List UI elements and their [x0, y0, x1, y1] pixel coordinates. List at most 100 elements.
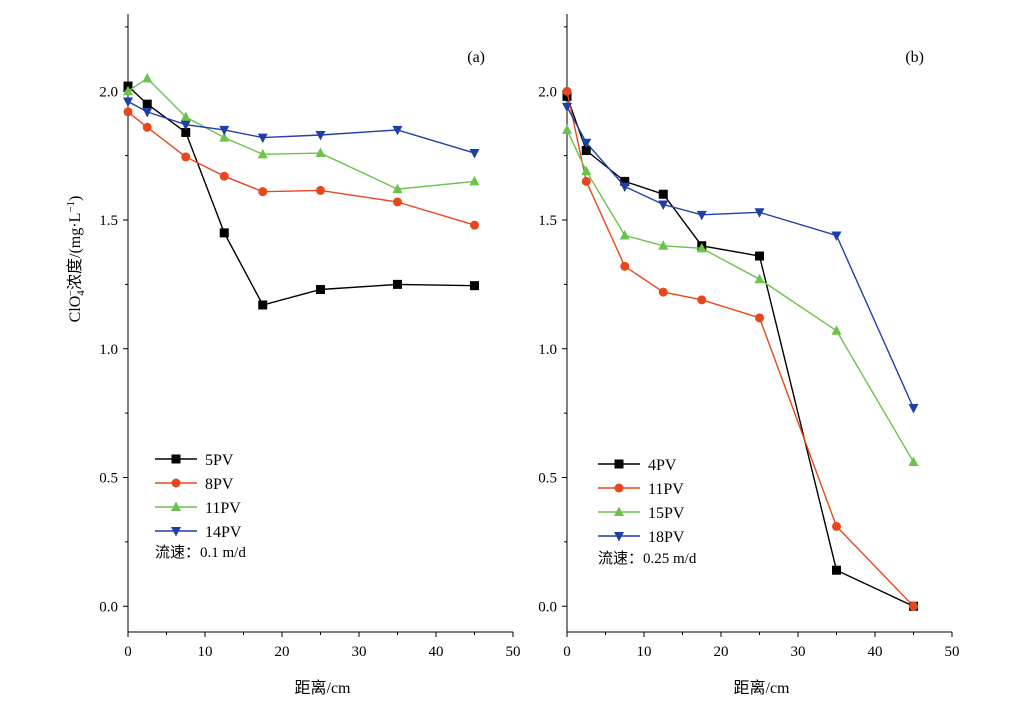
- series-line-15PV: [566, 129, 915, 463]
- legend-label: 18PV: [648, 529, 685, 546]
- x-tick-label: 50: [945, 644, 960, 660]
- data-point-11PV: [142, 72, 153, 83]
- data-point-18PV: [619, 182, 630, 193]
- x-axis-label: 距离/cm: [734, 679, 791, 697]
- x-tick-label: 0: [563, 644, 571, 660]
- data-point-18PV: [908, 403, 919, 414]
- data-point-18PV: [658, 200, 669, 211]
- data-point-18PV: [831, 231, 842, 241]
- data-point-18PV: [562, 102, 572, 113]
- data-point-15PV: [658, 240, 669, 250]
- y-tick-label: 1.0: [538, 342, 557, 358]
- y-tick-label: 0.0: [99, 599, 118, 615]
- x-tick-label: 50: [506, 644, 521, 660]
- data-point-11PV: [697, 295, 707, 305]
- series-line-11PV: [566, 91, 915, 607]
- data-point-15PV: [581, 165, 592, 176]
- x-tick-label: 40: [429, 644, 444, 660]
- y-tick-label: 0.5: [99, 471, 118, 487]
- data-point-8PV: [181, 152, 191, 162]
- y-tick-label: 2.0: [99, 84, 118, 100]
- y-tick-label: 0.5: [538, 471, 557, 487]
- data-point-18PV: [696, 210, 707, 221]
- legend-marker-11PV: [171, 501, 181, 511]
- data-point-14PV: [257, 133, 268, 144]
- data-point-14PV: [219, 125, 230, 136]
- data-point-8PV: [142, 122, 152, 132]
- data-point-11PV: [219, 132, 230, 142]
- data-point-11PV: [620, 261, 630, 271]
- y-tick-label: 1.5: [99, 213, 118, 229]
- data-point-5PV: [219, 228, 229, 238]
- data-point-11PV: [658, 287, 668, 297]
- x-tick-label: 30: [791, 644, 806, 660]
- legend-label: 15PV: [648, 505, 685, 522]
- legend-label: 8PV: [205, 476, 234, 493]
- data-point-15PV: [908, 456, 919, 467]
- legend-marker-15PV: [614, 506, 624, 516]
- series-line-18PV: [566, 106, 915, 409]
- flow-rate-note: 流速：0.1 m/d: [155, 544, 246, 561]
- y-tick-label: 1.5: [538, 213, 557, 229]
- legend-marker-8PV: [171, 478, 181, 488]
- data-point-11PV: [315, 147, 326, 158]
- data-point-14PV: [315, 131, 326, 141]
- series-line-8PV: [127, 111, 475, 226]
- data-point-18PV: [754, 208, 765, 218]
- chart-panel-b: 0 10 20 30 40 50 0.0 0.5 1.0 1.5 2.0 距离/cm (b) 4PV 11P…: [538, 14, 960, 697]
- data-point-14PV: [392, 125, 403, 136]
- legend-label: 11PV: [205, 500, 241, 517]
- data-point-14PV: [123, 97, 133, 108]
- x-tick-label: 10: [637, 644, 652, 660]
- data-point-11PV: [123, 85, 133, 96]
- legend-label: 14PV: [205, 524, 242, 541]
- series-line-4PV: [566, 96, 914, 607]
- data-point-4PV: [581, 145, 591, 155]
- data-point-15PV: [562, 124, 572, 134]
- legend-marker-4PV: [614, 459, 624, 469]
- data-point-5PV: [393, 279, 402, 289]
- legend-marker-14PV: [171, 527, 181, 537]
- x-tick-label: 30: [352, 644, 367, 660]
- chart-panel-a: 0 10 20 30 40 50 0.0 0.5 1.0 1.5 2.0 距离/cm ClO4−浓度/(…: [65, 14, 521, 697]
- data-point-5PV: [258, 300, 268, 310]
- data-point-11PV: [392, 183, 403, 194]
- series-line-11PV: [127, 77, 475, 190]
- data-point-11PV: [755, 313, 764, 323]
- legend-marker-5PV: [171, 454, 181, 464]
- data-point-8PV: [123, 107, 133, 117]
- x-tick-label: 40: [868, 644, 883, 660]
- data-point-11PV: [562, 86, 572, 96]
- legend-label: 4PV: [648, 457, 677, 474]
- data-point-15PV: [696, 242, 707, 253]
- x-tick-label: 0: [124, 644, 132, 660]
- flow-rate-note: 流速：0.25 m/d: [598, 550, 697, 567]
- data-point-8PV: [316, 185, 325, 195]
- data-point-5PV: [142, 99, 152, 109]
- y-tick-label: 2.0: [538, 84, 557, 100]
- data-point-14PV: [142, 107, 153, 118]
- panel-label: (a): [467, 49, 485, 66]
- x-axis-label: 距离/cm: [295, 679, 352, 697]
- data-point-5PV: [470, 281, 479, 291]
- data-point-8PV: [393, 197, 402, 207]
- panel-label: (b): [905, 49, 924, 66]
- x-tick-label: 20: [275, 644, 290, 660]
- series-line-14PV: [127, 100, 475, 154]
- legend-marker-11PV: [614, 483, 624, 493]
- data-point-4PV: [658, 189, 668, 199]
- data-point-4PV: [755, 251, 764, 261]
- data-point-11PV: [581, 176, 591, 186]
- data-point-8PV: [470, 220, 479, 230]
- data-point-11PV: [257, 148, 268, 159]
- data-point-14PV: [180, 120, 191, 131]
- data-point-4PV: [832, 565, 841, 575]
- data-point-8PV: [258, 187, 268, 197]
- data-point-15PV: [754, 273, 765, 284]
- y-tick-label: 0.0: [538, 599, 557, 615]
- data-point-18PV: [581, 138, 592, 149]
- data-point-11PV: [180, 111, 191, 121]
- legend-label: 5PV: [205, 452, 234, 469]
- legend-label: 11PV: [648, 481, 684, 498]
